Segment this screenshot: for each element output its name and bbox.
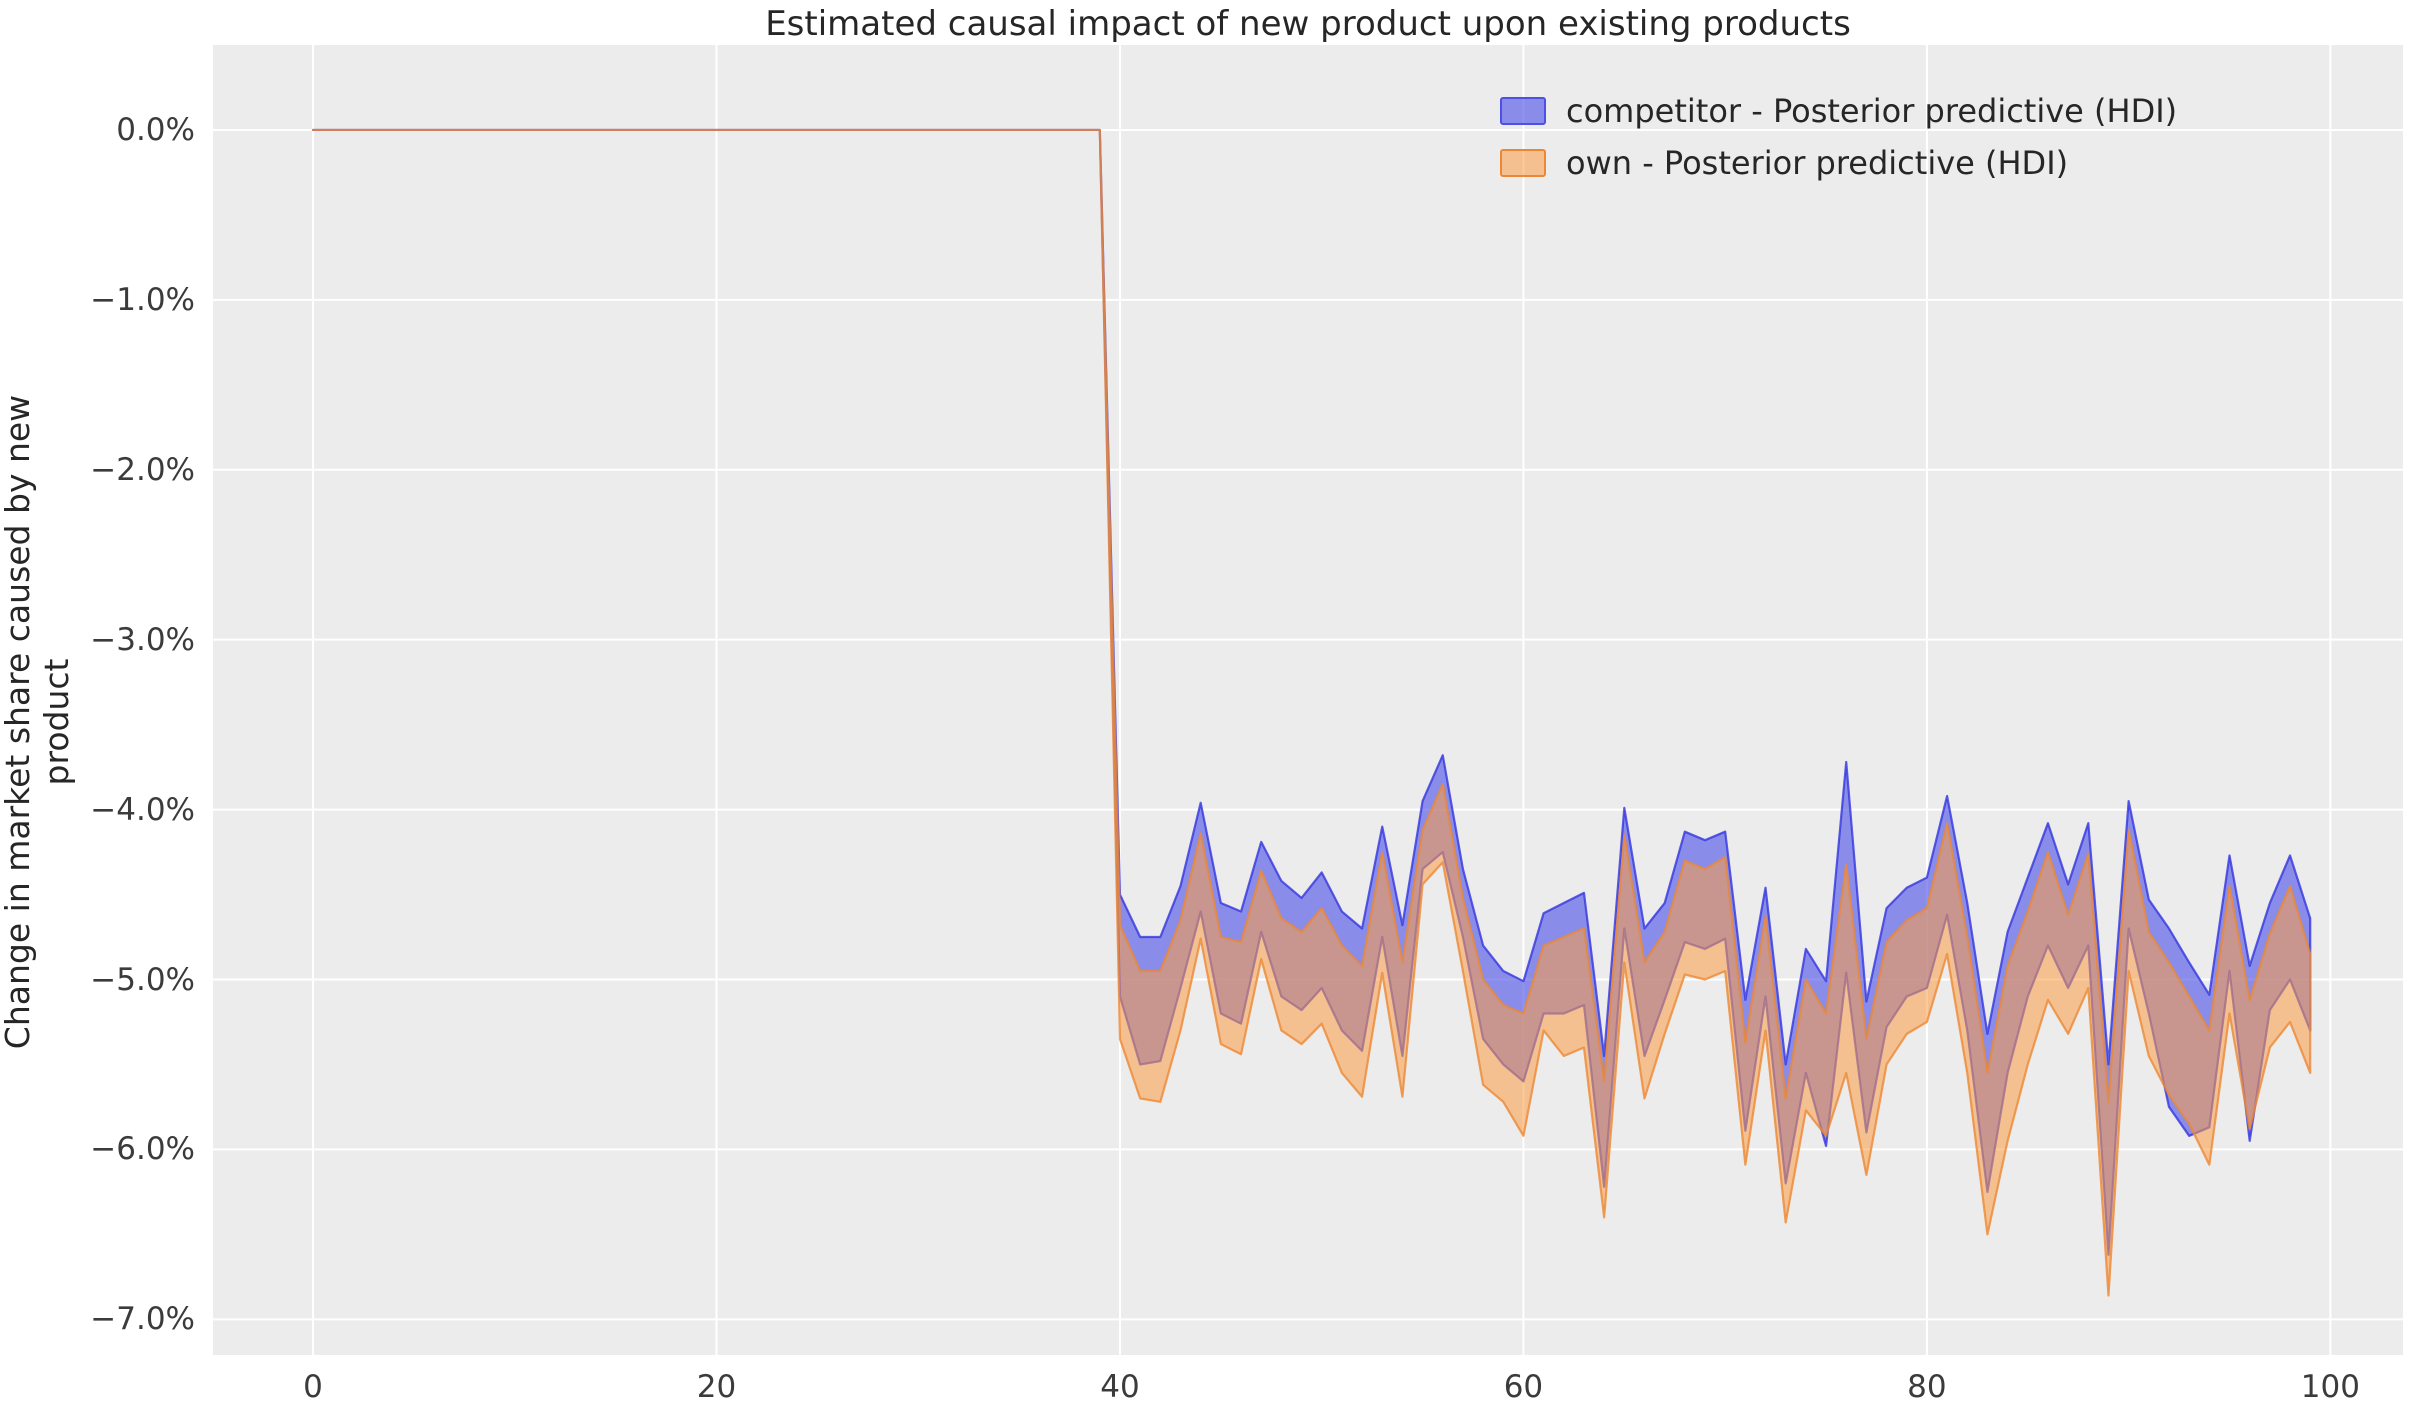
y-tick-label: 0.0%: [116, 111, 195, 148]
y-axis-label: Change in market share caused by new pro…: [0, 394, 76, 1050]
y-tick-label: −6.0%: [90, 1131, 195, 1168]
x-tick-label: 40: [1100, 1369, 1140, 1405]
legend: competitor - Posterior predictive (HDI) …: [1500, 92, 2177, 182]
competitor-hdi-band: [313, 129, 2311, 1255]
x-tick-label: 100: [2300, 1369, 2360, 1405]
own-hdi-band: [313, 129, 2311, 1296]
legend-label-own: own - Posterior predictive (HDI): [1566, 144, 2069, 182]
legend-item-competitor: competitor - Posterior predictive (HDI): [1500, 92, 2177, 130]
x-tick-label: 20: [696, 1369, 737, 1405]
y-tick-label: −2.0%: [90, 451, 195, 488]
plot-area: [213, 45, 2403, 1355]
x-tick-label: 80: [1907, 1369, 1947, 1405]
y-tick-label: −5.0%: [90, 961, 195, 998]
legend-label-competitor: competitor - Posterior predictive (HDI): [1566, 92, 2178, 130]
own-hdi-swatch-icon: [1500, 149, 1546, 177]
legend-item-own: own - Posterior predictive (HDI): [1500, 144, 2177, 182]
own-hdi-band-edge: [311, 128, 2312, 1297]
y-tick-label: −7.0%: [90, 1301, 195, 1338]
x-tick-label: 0: [303, 1369, 323, 1405]
y-tick-label: −1.0%: [90, 281, 195, 318]
x-tick-label: 60: [1503, 1369, 1544, 1405]
competitor-hdi-swatch-icon: [1500, 97, 1546, 125]
y-tick-label: −4.0%: [90, 791, 195, 828]
chart-title: Estimated causal impact of new product u…: [765, 4, 1851, 44]
y-tick-label: −3.0%: [90, 621, 195, 658]
